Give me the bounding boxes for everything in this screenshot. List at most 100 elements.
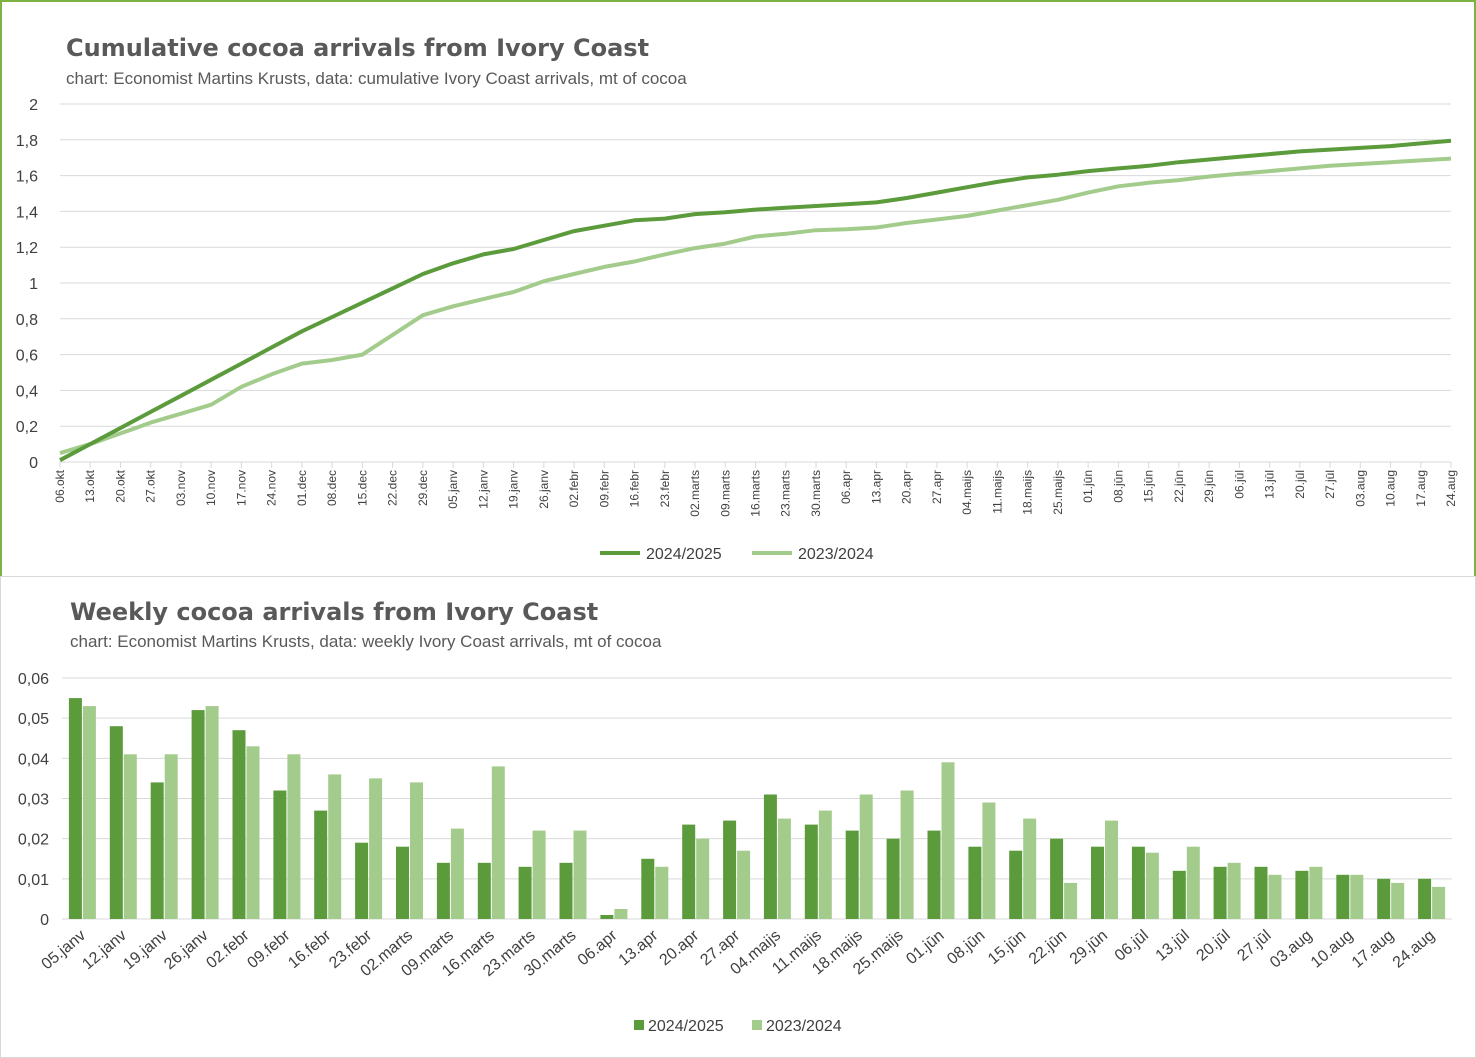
bar-2023-2024: [655, 866, 669, 919]
bar-2023-2024: [246, 746, 260, 919]
weekly-chart: Weekly cocoa arrivals from Ivory Coast c…: [18, 598, 1452, 1035]
x-tick-label: 08.jūn: [1111, 470, 1125, 503]
bar-2023-2024: [1064, 882, 1078, 919]
x-tick-label: 02.febr: [567, 470, 581, 507]
bar-2024-2025: [273, 790, 287, 919]
y-tick-label: 1: [29, 276, 38, 293]
x-tick-label: 27.okt: [144, 469, 158, 502]
bar-2023-2024: [1268, 874, 1282, 919]
x-tick-label: 20.apr: [900, 470, 914, 504]
x-tick-label: 03.aug: [1267, 927, 1315, 971]
x-tick-label: 06.jūl: [1232, 470, 1246, 499]
x-tick-label: 16.febr: [628, 470, 642, 507]
x-tick-label: 18.maijs: [1021, 470, 1035, 515]
bar-2024-2025: [396, 846, 409, 919]
x-tick-label: 23.febr: [658, 470, 672, 507]
bar-2024-2025: [968, 846, 982, 919]
bar-2023-2024: [1350, 874, 1364, 919]
bar-2024-2025: [436, 862, 450, 919]
bar-2023-2024: [123, 754, 137, 919]
x-tick-label: 23.marts: [779, 470, 793, 517]
x-tick-label: 06.okt: [53, 469, 67, 502]
bar-2023-2024: [82, 706, 96, 919]
bar-2024-2025: [477, 862, 491, 919]
bar-2023-2024: [1105, 820, 1118, 919]
bar-2023-2024: [982, 802, 996, 919]
y-tick-label: 0,6: [16, 348, 38, 365]
x-tick-label: 22.jūn: [1172, 470, 1186, 503]
x-tick-label: 20.jūl: [1293, 470, 1307, 499]
x-tick-label: 15.jūn: [985, 927, 1029, 968]
cumulative-chart-subtitle: chart: Economist Martins Krusts, data: c…: [66, 69, 687, 88]
y-tick-label: 0,04: [18, 751, 49, 768]
bar-2023-2024: [900, 790, 914, 919]
bar-2024-2025: [1377, 878, 1391, 919]
series-line-2023-2024: [59, 156, 1452, 456]
x-tick-label: 13.jūl: [1263, 470, 1277, 499]
x-tick-label: 19.janv: [120, 927, 170, 973]
x-tick-label: 03.aug: [1353, 470, 1367, 507]
x-tick-label: 13.okt: [83, 469, 97, 502]
x-tick-label: 10.aug: [1384, 470, 1398, 507]
bar-2024-2025: [682, 824, 696, 919]
x-tick-label: 17.nov: [234, 470, 248, 506]
x-tick-label: 01.jūn: [903, 927, 947, 968]
legend-swatch: [752, 1020, 762, 1030]
bar-2024-2025: [1418, 878, 1432, 919]
x-tick-label: 24.nov: [265, 470, 279, 506]
x-tick-label: 24.aug: [1444, 470, 1458, 507]
bar-2023-2024: [737, 850, 751, 919]
x-tick-label: 10.nov: [204, 470, 218, 506]
legend-swatch: [634, 1020, 644, 1030]
bar-2024-2025: [314, 810, 328, 919]
x-tick-label: 22.jūn: [1026, 927, 1070, 968]
x-tick-label: 01.dec: [295, 470, 309, 506]
x-tick-label: 06.apr: [839, 470, 853, 504]
bar-2023-2024: [1227, 862, 1241, 919]
x-tick-label: 15.dec: [355, 470, 369, 506]
bar-2024-2025: [1091, 846, 1104, 919]
bar-2023-2024: [941, 762, 955, 919]
bar-2024-2025: [1336, 874, 1350, 919]
bar-2023-2024: [369, 778, 383, 919]
x-tick-label: 12.janv: [79, 927, 129, 973]
x-tick-label: 13.jūl: [1153, 927, 1193, 965]
x-tick-label: 06.apr: [575, 927, 621, 970]
y-tick-label: 1,4: [16, 204, 38, 221]
y-tick-label: 0,4: [16, 383, 38, 400]
bar-2024-2025: [150, 782, 164, 919]
bar-2024-2025: [845, 830, 859, 919]
x-tick-label: 13.apr: [616, 927, 662, 970]
x-tick-label: 20.jūl: [1193, 927, 1233, 965]
bar-2023-2024: [1391, 882, 1405, 919]
x-tick-label: 26.janv: [161, 927, 211, 973]
x-tick-label: 16.febr: [285, 927, 335, 972]
y-tick-label: 0,2: [16, 419, 38, 436]
x-tick-label: 27.apr: [930, 470, 944, 504]
bar-2023-2024: [164, 754, 178, 919]
bar-2024-2025: [355, 842, 369, 919]
bar-2023-2024: [1145, 852, 1159, 919]
y-tick-label: 0,05: [18, 711, 49, 728]
x-tick-label: 09.febr: [244, 927, 294, 972]
x-tick-label: 20.apr: [657, 927, 703, 970]
bar-2024-2025: [600, 915, 614, 919]
bar-2024-2025: [1172, 870, 1186, 919]
x-tick-label: 26.janv: [537, 470, 551, 509]
x-tick-label: 08.dec: [325, 470, 339, 506]
x-tick-label: 24.aug: [1390, 927, 1438, 971]
bar-2024-2025: [1213, 866, 1227, 919]
cumulative-chart-panel: [0, 0, 1476, 576]
y-tick-label: 0,02: [18, 832, 49, 849]
x-tick-label: 02.marts: [688, 470, 702, 517]
bar-2023-2024: [1309, 866, 1323, 919]
bar-2023-2024: [491, 766, 505, 919]
x-tick-label: 13.apr: [869, 470, 883, 504]
x-tick-label: 03.nov: [174, 470, 188, 506]
y-tick-label: 0,8: [16, 312, 38, 329]
bar-2023-2024: [450, 828, 464, 919]
bar-2023-2024: [1432, 886, 1446, 919]
x-tick-label: 20.okt: [113, 469, 127, 502]
weekly-chart-subtitle: chart: Economist Martins Krusts, data: w…: [70, 632, 662, 651]
bar-2024-2025: [1131, 846, 1145, 919]
